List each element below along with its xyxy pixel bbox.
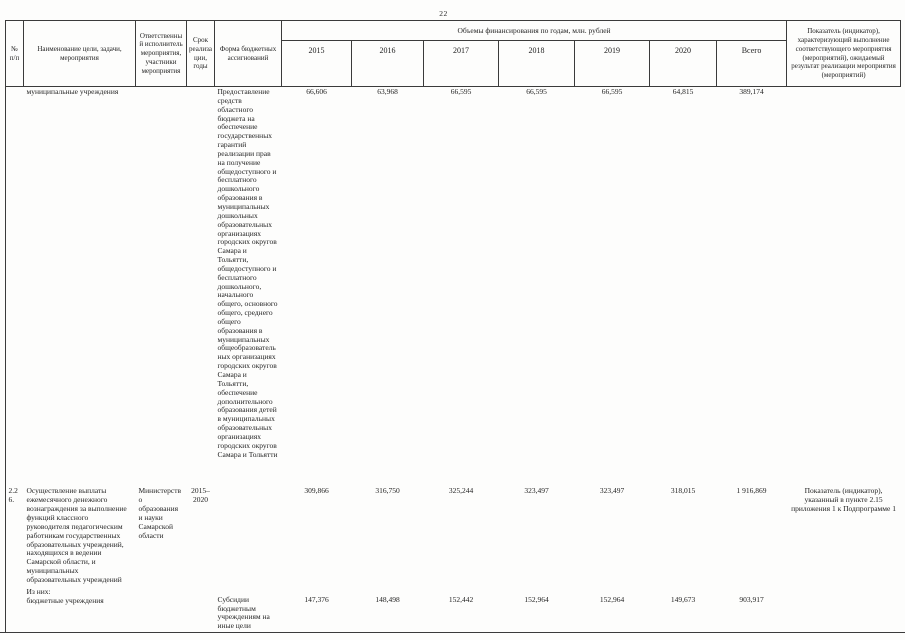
cell-indicator [787,586,901,632]
cell-2015: 309,866 [304,486,329,496]
cell-term: 2015– 2020 [191,486,210,505]
cell-form [215,460,282,585]
cell-indicator [787,87,901,461]
cell-responsible: Министерство образования и науки Самарск… [138,486,182,540]
header-year-2018: 2018 [498,40,575,87]
cell-total: 1 916,869 [736,486,767,496]
header-indicator: Показатель (индикатор), характеризующий … [786,20,902,87]
cell-name: Осуществление выплаты ежемесячного денеж… [26,486,127,584]
cell-num: 2.26. [8,486,18,505]
header-year-2015: 2015 [281,40,352,87]
cell-responsible [136,87,187,461]
cell-2019: 152,964 [599,594,625,604]
cell-form: Субсидии бюджетным учреждениям на иные ц… [217,594,270,631]
cell-total: 389,174 [739,87,764,96]
header-term: Срок реализации, годы [186,20,215,87]
page-left-rule [5,20,6,633]
table-row: муниципальные учреждения Предоставление … [6,87,901,461]
cell-responsible [136,586,187,632]
cell-form: Предоставление средств областного бюджет… [217,87,278,459]
cell-indicator: Показатель (индикатор), указанный в пунк… [791,486,896,514]
cell-2020: 64,815 [672,87,694,96]
page-number: 22 [439,9,448,18]
header-year-2017: 2017 [423,40,499,87]
header-year-2020: 2020 [649,40,717,87]
cell-2016: 63,968 [377,87,398,96]
funding-table: № п/п Наименование цели, задачи, меропри… [5,20,902,632]
header-responsible: Ответственный исполнитель мероприятия, у… [135,20,187,87]
cell-name: Из них: бюджетные учреждения [26,586,104,605]
cell-name: муниципальные учреждения [26,87,119,96]
header-total: Всего [715,40,788,87]
cell-2016: 148,498 [375,594,400,604]
header-num: № п/п [5,20,24,87]
page-bottom-rule [0,632,905,633]
cell-2019: 66,595 [601,87,623,96]
header-row-top: № п/п Наименование цели, задачи, меропри… [5,20,902,87]
cell-2017: 152,442 [448,594,474,604]
cell-num [6,87,24,461]
header-year-2016: 2016 [351,40,424,87]
cell-term [187,87,215,461]
cell-2017: 325,244 [448,486,474,496]
cell-2015: 66,606 [306,87,327,96]
cell-2020: 149,673 [670,594,696,604]
cell-2019: 323,497 [599,486,625,496]
header-year-2019: 2019 [574,40,650,87]
cell-2020: 318,015 [670,486,696,496]
cell-2018: 152,964 [524,594,549,604]
cell-2015: 147,376 [304,594,329,604]
table-row: Из них: бюджетные учреждения Субсидии бю… [6,586,901,632]
cell-total: 903,917 [739,594,764,604]
header-name: Наименование цели, задачи, мероприятия [23,20,136,87]
header-row-years: 2015 2016 2017 2018 2019 2020 Всего [6,40,901,87]
table-row: 2.26. Осуществление выплаты ежемесячного… [6,460,901,585]
header-form: Форма бюджетных ассигнований [214,20,282,87]
header-funding-group: Объемы финансирования по годам, млн. руб… [280,20,788,41]
cell-num [6,586,24,632]
cell-2016: 316,750 [375,486,400,496]
cell-2018: 66,595 [526,87,547,96]
cell-term [187,586,215,632]
cell-2017: 66,595 [450,87,472,96]
cell-2018: 323,497 [524,486,549,496]
